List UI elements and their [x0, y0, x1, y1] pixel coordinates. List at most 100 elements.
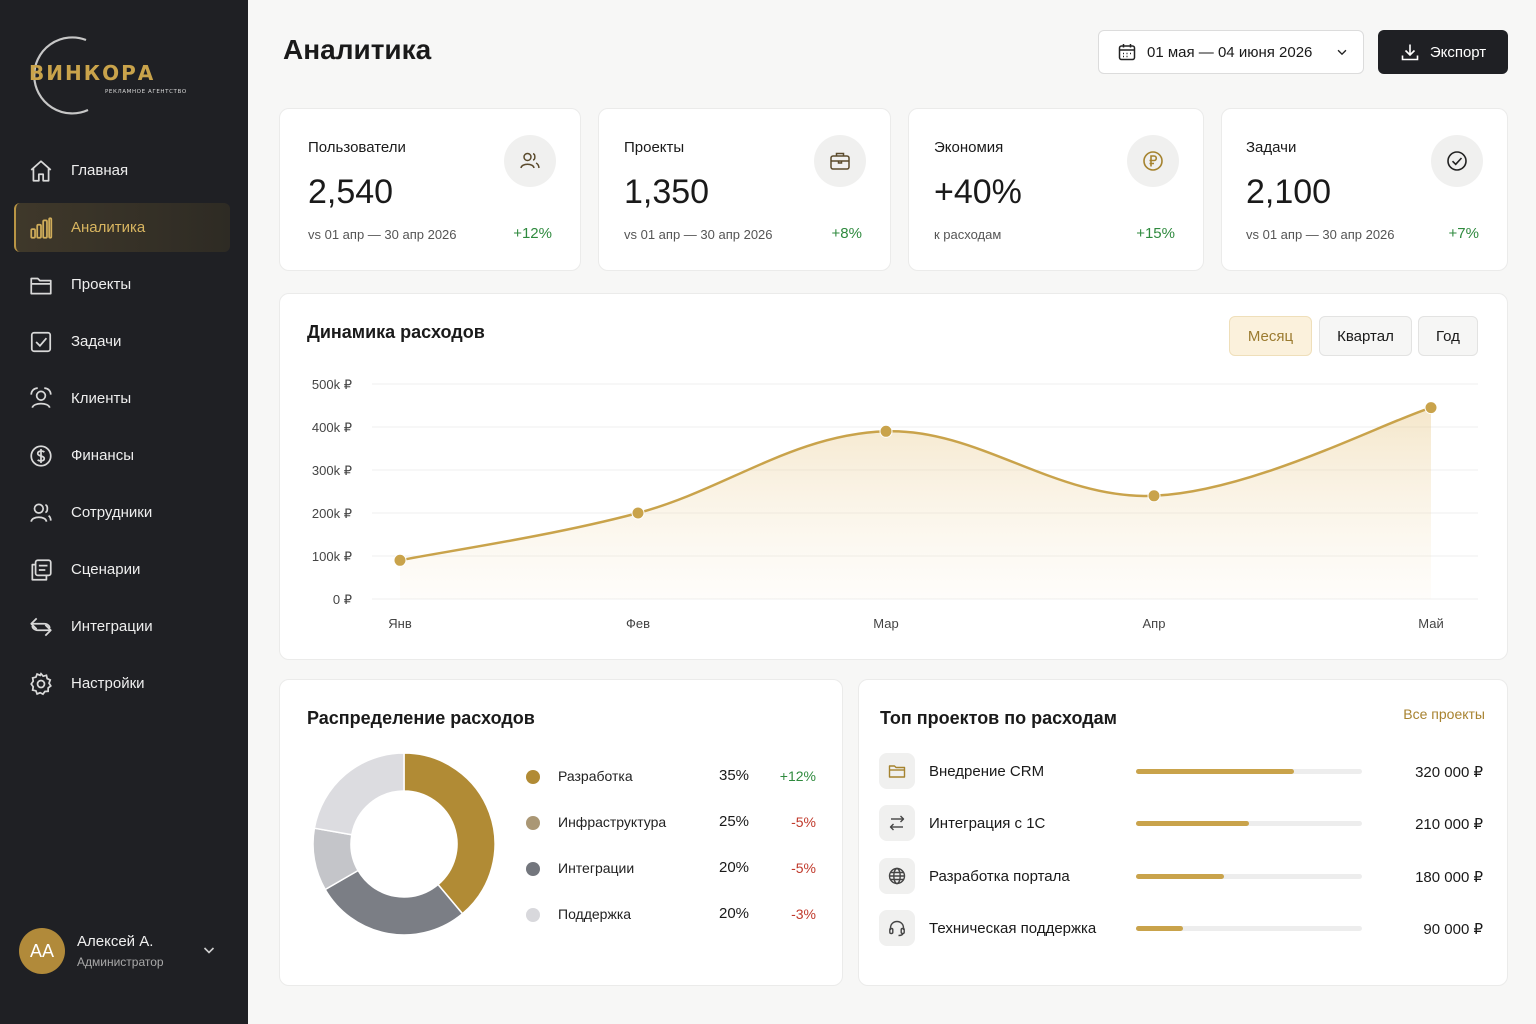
kpi-title: Пользователи	[308, 139, 406, 156]
period-month-button[interactable]: Месяц	[1229, 316, 1312, 356]
legend-delta: -5%	[791, 860, 816, 876]
legend-dot	[526, 862, 540, 876]
project-row[interactable]: Интеграция с 1С 210 000 ₽	[879, 805, 1485, 843]
kpi-delta: +12%	[513, 225, 552, 242]
sidebar-item-clients[interactable]: Клиенты	[14, 374, 230, 423]
sidebar-item-integrations[interactable]: Интеграции	[14, 602, 230, 651]
sidebar-item-scenarios[interactable]: Сценарии	[14, 545, 230, 594]
chevron-down-icon	[203, 947, 215, 954]
kpi-title: Проекты	[624, 139, 685, 156]
date-range-picker[interactable]: 01 мая — 04 июня 2026	[1098, 30, 1364, 74]
sidebar-item-label: Финансы	[71, 447, 134, 464]
bar-chart-icon	[28, 215, 54, 241]
donut-slice[interactable]	[403, 752, 496, 915]
project-progress-track	[1136, 926, 1362, 931]
date-range-label: 01 мая — 04 июня 2026	[1147, 43, 1313, 61]
page-title: Аналитика	[283, 34, 432, 65]
sidebar-item-label: Задачи	[71, 333, 122, 350]
distribution-title: Распределение расходов	[307, 708, 535, 728]
sidebar-item-tasks[interactable]: Задачи	[14, 317, 230, 366]
sidebar-item-home[interactable]: Главная	[14, 146, 230, 195]
data-point[interactable]	[879, 424, 893, 438]
sidebar-item-projects[interactable]: Проекты	[14, 260, 230, 309]
project-row[interactable]: Внедрение CRM 320 000 ₽	[879, 753, 1485, 791]
sidebar-item-employees[interactable]: Сотрудники	[14, 488, 230, 537]
dollar-icon	[28, 443, 54, 469]
legend-item: Инфраструктура 25% -5%	[526, 813, 816, 833]
all-projects-link[interactable]: Все проекты	[1403, 706, 1485, 722]
project-progress-fill	[1136, 926, 1184, 931]
project-row[interactable]: Разработка портала 180 000 ₽	[879, 858, 1485, 896]
legend-percent: 35%	[719, 767, 750, 784]
donut-slice[interactable]	[313, 752, 405, 836]
download-icon	[1401, 44, 1419, 61]
export-label: Экспорт	[1429, 43, 1487, 61]
brand-logo[interactable]: ВИНКОРА РЕКЛАМНОЕ АГЕНТСТВО	[16, 34, 216, 118]
y-tick-label: 400k ₽	[312, 420, 352, 435]
y-tick-label: 500k ₽	[312, 377, 352, 392]
sidebar: ВИНКОРА РЕКЛАМНОЕ АГЕНТСТВО Главная Анал…	[0, 0, 248, 1024]
kpi-value: 1,350	[624, 173, 710, 211]
kpi-value: +40%	[934, 173, 1022, 211]
kpi-card-users: Пользователи 2,540 vs 01 апр — 30 апр 20…	[279, 108, 581, 271]
project-amount: 320 000 ₽	[1415, 764, 1483, 781]
folder-icon	[879, 753, 915, 789]
sidebar-item-settings[interactable]: Настройки	[14, 659, 230, 708]
export-button[interactable]: Экспорт	[1378, 30, 1508, 74]
kpi-delta: +8%	[831, 225, 862, 242]
series-line	[399, 406, 1432, 562]
sidebar-item-analytics[interactable]: Аналитика	[14, 203, 230, 252]
expenses-chart-card: Динамика расходов Месяц Квартал Год 0 ₽ 1…	[279, 293, 1508, 660]
project-amount: 180 000 ₽	[1415, 869, 1483, 886]
legend-name: Поддержка	[558, 906, 632, 922]
data-point[interactable]	[1424, 401, 1438, 415]
kpi-subtitle: vs 01 апр — 30 апр 2026	[1246, 227, 1395, 242]
legend-delta: -3%	[791, 906, 816, 922]
legend-percent: 20%	[719, 859, 750, 876]
integration-icon	[28, 614, 54, 640]
period-year-button[interactable]: Год	[1418, 316, 1478, 356]
chart-title: Динамика расходов	[307, 322, 485, 342]
kpi-title: Экономия	[934, 139, 1004, 156]
sidebar-item-label: Интеграции	[71, 618, 153, 635]
data-point[interactable]	[1147, 489, 1161, 503]
kpi-card-projects: Проекты 1,350 vs 01 апр — 30 апр 2026 +8…	[598, 108, 891, 271]
sidebar-item-label: Настройки	[71, 675, 145, 692]
kpi-delta: +7%	[1448, 225, 1479, 242]
sidebar-item-label: Сценарии	[71, 561, 141, 578]
x-tick-label: Фев	[626, 616, 650, 631]
data-point[interactable]	[393, 553, 407, 567]
project-progress-track	[1136, 821, 1362, 826]
ruble-icon	[1127, 135, 1179, 187]
data-point[interactable]	[631, 506, 645, 520]
user-menu[interactable]: АА Алексей А. Администратор	[19, 926, 229, 976]
project-name: Техническая поддержка	[929, 920, 1097, 937]
distribution-donut-chart	[312, 752, 496, 936]
expenses-line-chart: 0 ₽ 100k ₽ 200k ₽ 300k ₽ 400k ₽ 500k ₽ Янв Фев М…	[312, 377, 1478, 631]
check-circle-icon	[1431, 135, 1483, 187]
legend-percent: 20%	[719, 905, 750, 922]
legend-name: Инфраструктура	[558, 814, 667, 830]
project-row[interactable]: Техническая поддержка 90 000 ₽	[879, 910, 1485, 948]
project-name: Разработка портала	[929, 868, 1070, 885]
y-tick-label: 300k ₽	[312, 463, 352, 478]
sidebar-item-finance[interactable]: Финансы	[14, 431, 230, 480]
project-progress-track	[1136, 769, 1362, 774]
headset-icon	[879, 910, 915, 946]
kpi-card-tasks: Задачи 2,100 vs 01 апр — 30 апр 2026 +7%	[1221, 108, 1508, 271]
kpi-subtitle: vs 01 апр — 30 апр 2026	[624, 227, 773, 242]
legend-name: Разработка	[558, 768, 633, 784]
project-name: Внедрение CRM	[929, 763, 1045, 780]
period-quarter-button[interactable]: Квартал	[1319, 316, 1412, 356]
x-tick-label: Мар	[873, 616, 898, 631]
project-progress-fill	[1136, 821, 1249, 826]
sidebar-item-label: Сотрудники	[71, 504, 153, 521]
kpi-delta: +15%	[1136, 225, 1175, 242]
sidebar-item-label: Главная	[71, 162, 129, 179]
kpi-subtitle: к расходам	[934, 227, 1002, 242]
distribution-card: Распределение расходов Разработка 35% +1…	[279, 679, 843, 986]
legend-dot	[526, 816, 540, 830]
y-tick-label: 0 ₽	[333, 592, 352, 607]
avatar: АА	[19, 928, 65, 974]
sidebar-item-label: Проекты	[71, 276, 132, 293]
